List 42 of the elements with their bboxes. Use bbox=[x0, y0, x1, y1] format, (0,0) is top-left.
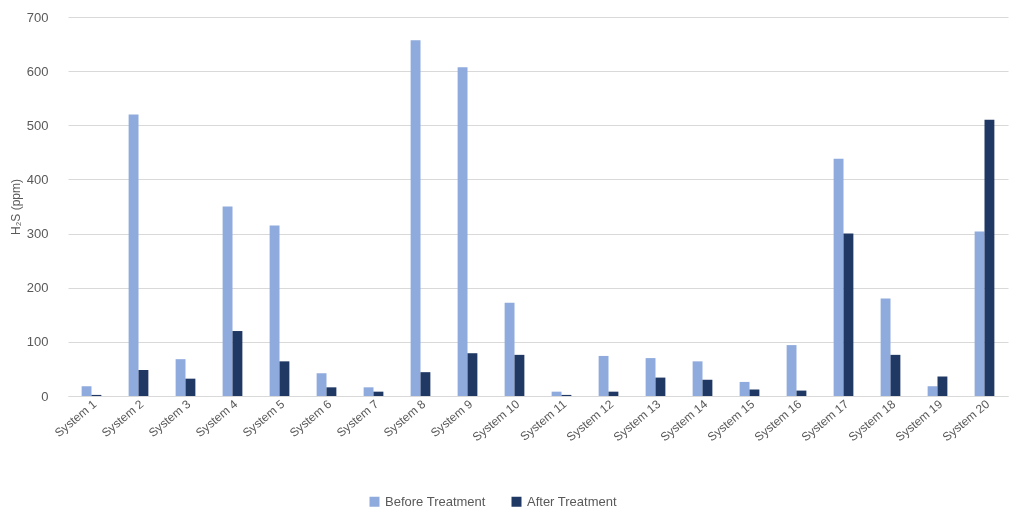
y-tick-label: 600 bbox=[26, 63, 49, 79]
bar bbox=[457, 67, 468, 396]
y-tick-label: 0 bbox=[41, 388, 49, 404]
bar bbox=[692, 361, 703, 396]
y-axis-title: H₂S (ppm) bbox=[8, 179, 23, 235]
bar bbox=[232, 331, 243, 396]
y-tick-label: 100 bbox=[26, 334, 49, 350]
bar bbox=[504, 302, 515, 396]
bar bbox=[833, 158, 844, 396]
bar bbox=[702, 379, 713, 396]
bar bbox=[316, 373, 327, 396]
y-tick-label: 300 bbox=[26, 226, 49, 242]
bar bbox=[410, 40, 421, 396]
bar bbox=[363, 387, 374, 396]
bar bbox=[81, 386, 92, 396]
y-tick-label: 200 bbox=[26, 280, 49, 296]
legend-label: Before Treatment bbox=[385, 493, 486, 509]
bar bbox=[984, 119, 995, 396]
bar bbox=[645, 358, 656, 396]
bar bbox=[739, 381, 750, 396]
bar bbox=[890, 354, 901, 396]
bar bbox=[880, 298, 891, 396]
bar bbox=[843, 233, 854, 396]
y-tick-label: 400 bbox=[26, 171, 49, 187]
y-tick-label: 700 bbox=[26, 9, 49, 25]
bar bbox=[128, 114, 139, 396]
bar bbox=[927, 386, 938, 396]
bar bbox=[222, 206, 233, 396]
bar bbox=[326, 387, 337, 396]
bar bbox=[175, 359, 186, 396]
y-tick-label: 500 bbox=[26, 117, 49, 133]
bar bbox=[467, 353, 478, 396]
bar bbox=[420, 372, 431, 396]
legend-label: After Treatment bbox=[527, 493, 617, 509]
bar bbox=[138, 370, 149, 396]
bar bbox=[514, 354, 525, 396]
bar bbox=[279, 361, 290, 396]
bar bbox=[974, 231, 985, 396]
bar bbox=[598, 355, 609, 396]
bar bbox=[269, 225, 280, 396]
bar bbox=[551, 391, 562, 396]
bar bbox=[786, 345, 797, 396]
